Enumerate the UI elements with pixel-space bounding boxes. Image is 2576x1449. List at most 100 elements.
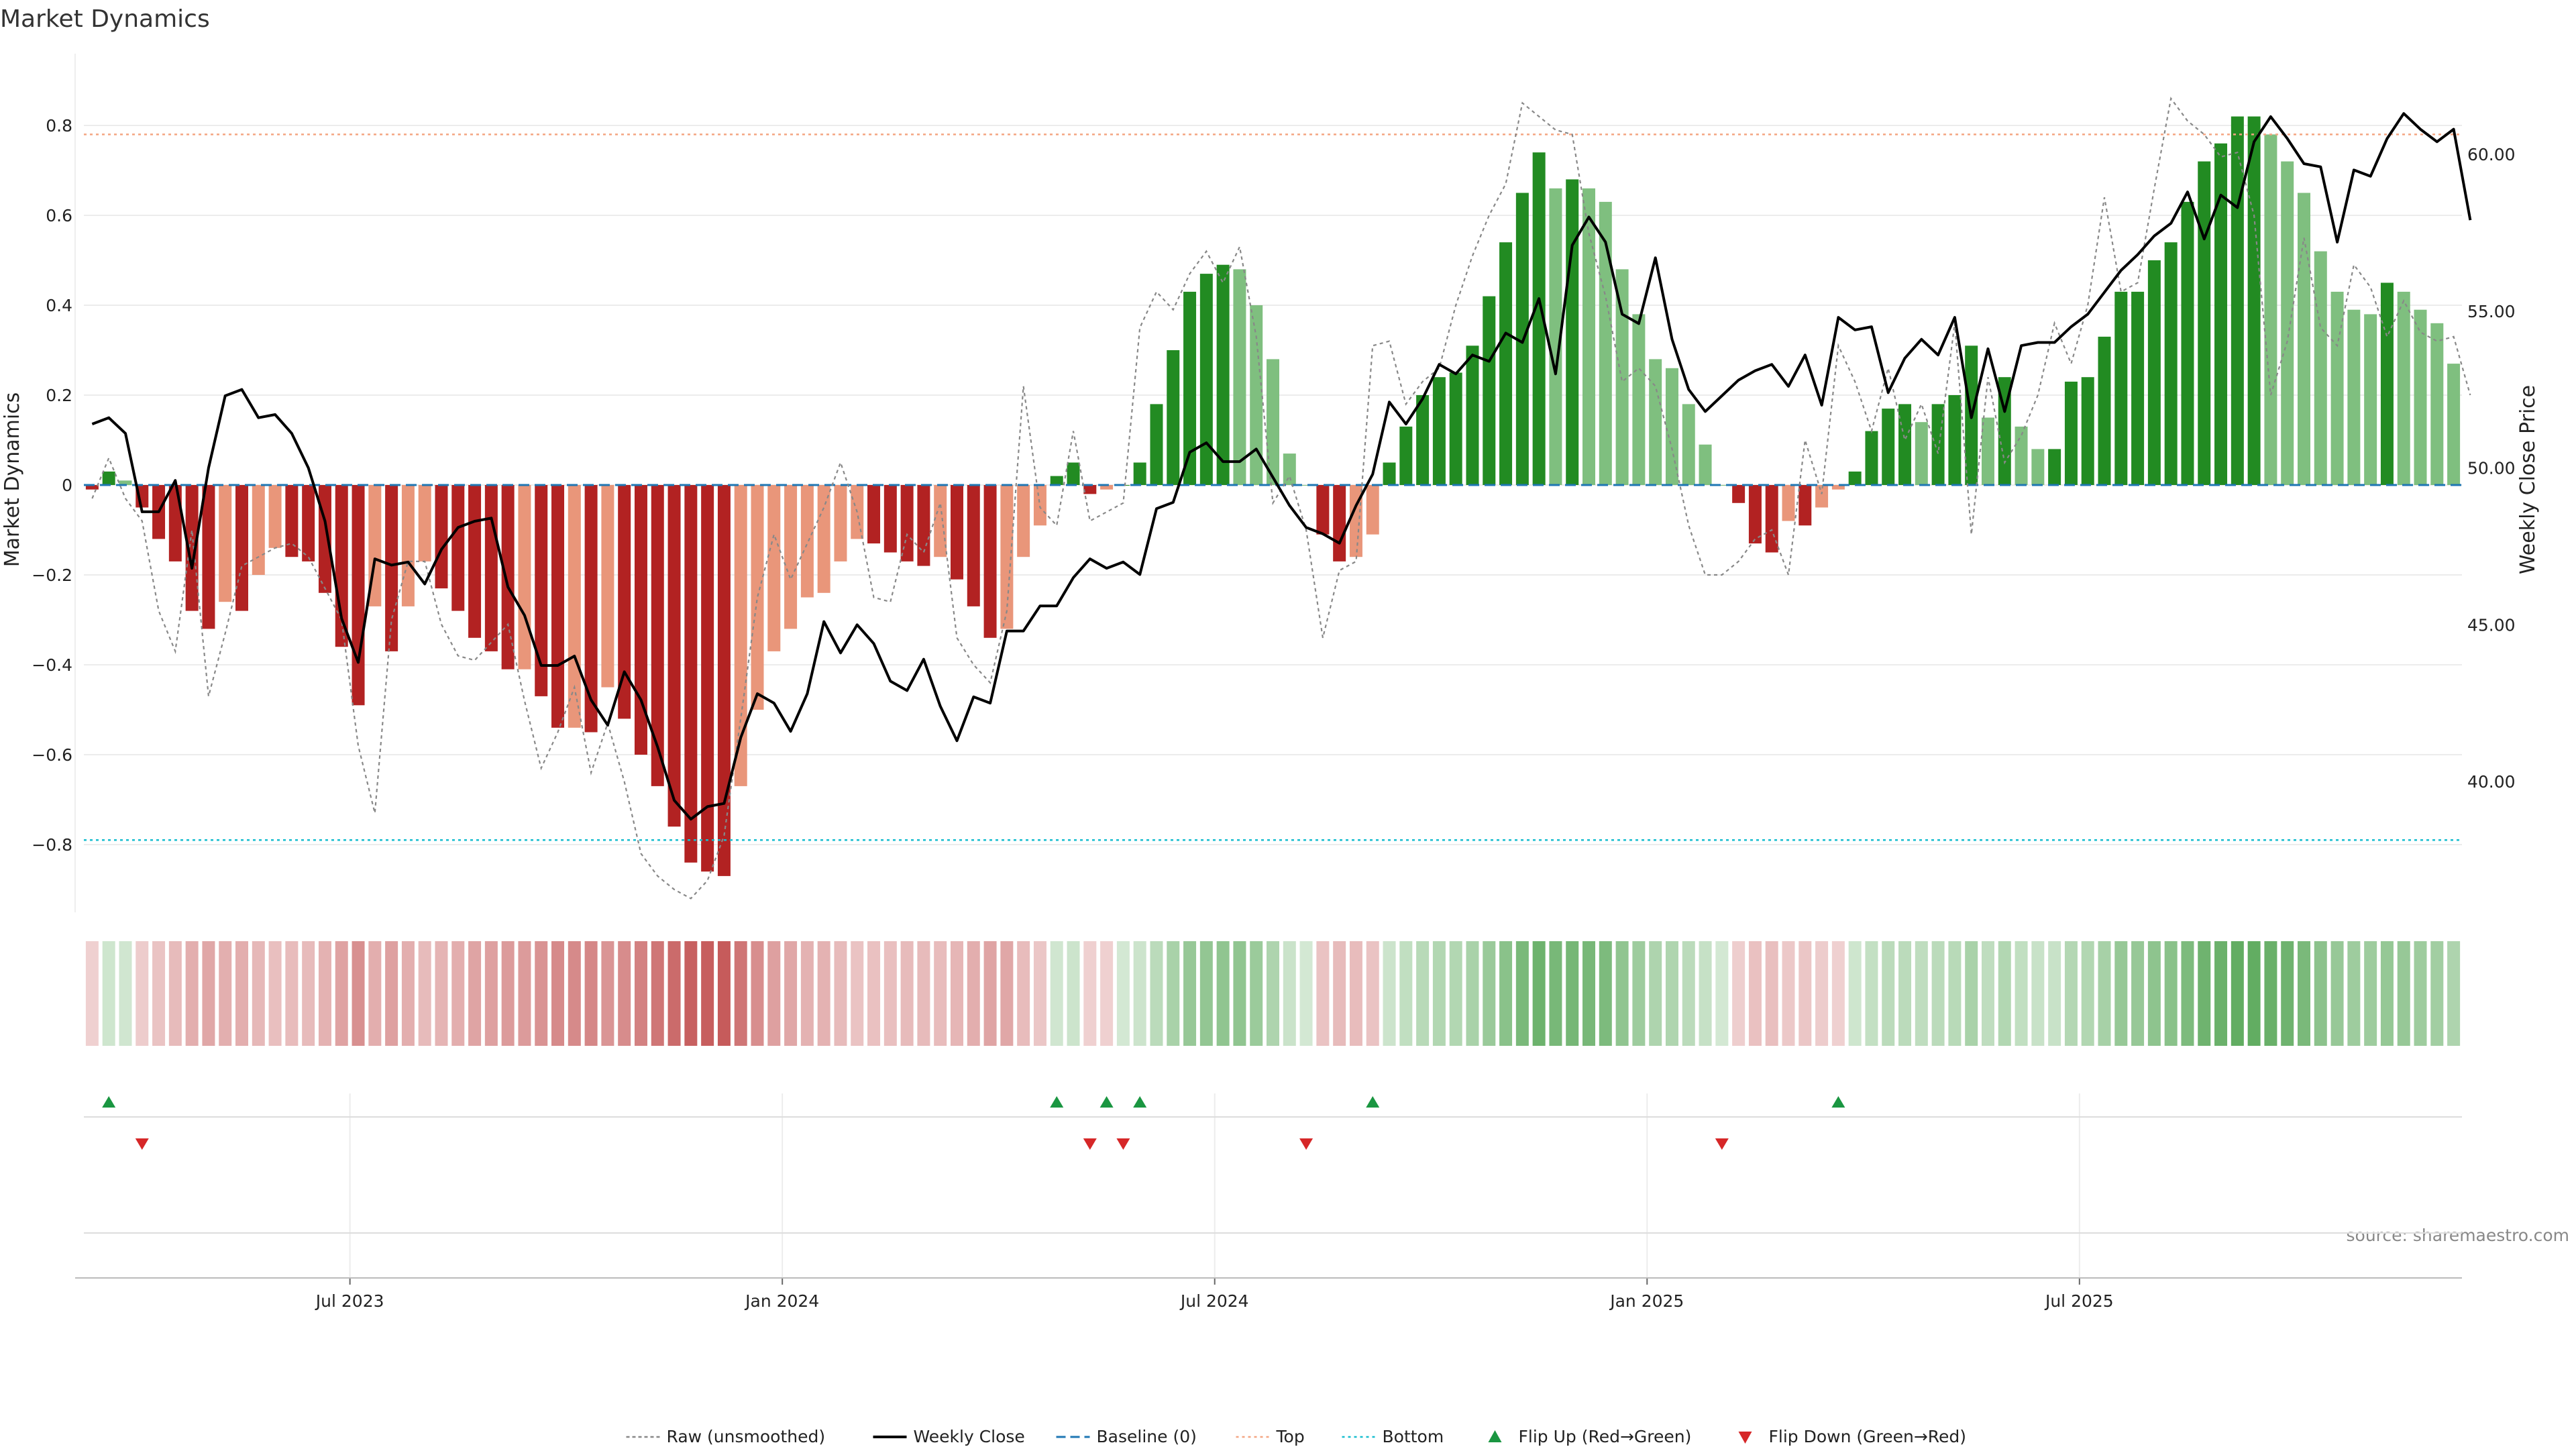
heat-cell [651,941,664,1046]
md-bar [285,485,299,557]
md-bar [1632,314,1646,485]
heat-cell [1283,941,1296,1046]
heat-cell [2264,941,2277,1046]
md-bar [2447,364,2461,485]
md-bar [917,485,930,566]
heat-cell [1782,941,1795,1046]
heat-cell [1931,941,1945,1046]
heat-cell [2330,941,2344,1046]
heat-cell [767,941,781,1046]
y-tick-label-left: −0.6 [32,745,72,765]
md-bar [418,485,431,561]
heat-cell [2064,941,2078,1046]
heat-cell [2048,941,2061,1046]
heat-cell [2147,941,2161,1046]
heat-cell [285,941,299,1046]
flip-up-marker [1050,1096,1064,1108]
heat-cell [1083,941,1097,1046]
md-bar [2297,193,2310,485]
heat-cell [1882,941,1895,1046]
heat-cell [1582,941,1596,1046]
heat-cell [1848,941,1862,1046]
md-bar [1915,422,1928,485]
y-tick-label-left: −0.2 [32,566,72,585]
heat-cell [1299,941,1313,1046]
md-bar [1366,485,1379,535]
md-bar [535,485,548,696]
legend-item-baseline: Baseline (0) [1056,1427,1197,1446]
heat-cell [1416,941,1430,1046]
md-bar [1150,404,1163,485]
md-bar [1267,359,1279,485]
heat-cell [335,941,348,1046]
heat-cell [1167,941,1180,1046]
heat-cell [1815,941,1829,1046]
heat-cell [1449,941,1462,1046]
md-bar [1981,417,1994,485]
legend-item-price: Weekly Close [873,1427,1025,1446]
heat-cell [1216,941,1230,1046]
heat-cell [1483,941,1496,1046]
heat-cell [152,941,166,1046]
heat-cell [2214,941,2228,1046]
heat-cell [917,941,930,1046]
md-bar [185,485,199,611]
x-tick-label: Jul 2025 [2044,1291,2114,1311]
heat-cell [983,941,997,1046]
md-bar [1133,462,1146,485]
heat-cell [1250,941,1263,1046]
md-bar [551,485,565,728]
x-tick-label: Jul 2023 [315,1291,384,1311]
y-tick-label-left: 0.2 [46,386,72,405]
md-bar [1748,485,1762,544]
heat-cell [867,941,881,1046]
md-bar [1432,377,1446,485]
md-bar [684,485,698,863]
heat-cell [1150,941,1163,1046]
heat-cell [2198,941,2211,1046]
md-bar [501,485,515,669]
md-bar [318,485,331,593]
y-tick-label-left: 0.8 [46,116,72,136]
heat-cell [934,941,947,1046]
heat-cell [484,941,498,1046]
heat-cell [784,941,798,1046]
y-tick-label-left: 0.4 [46,296,72,315]
heat-cell [1566,941,1579,1046]
md-bar [667,485,681,827]
md-bar [335,485,348,647]
heat-cell [551,941,565,1046]
md-bar [2015,426,2028,485]
md-bar [2181,201,2194,485]
heat-cell [1033,941,1046,1046]
md-bar [252,485,265,575]
flip-up-marker [1099,1096,1114,1108]
flip-up-marker [102,1096,116,1108]
md-bar [1017,485,1030,557]
y-tick-label-left: −0.4 [32,655,72,675]
md-bar [618,485,631,719]
flip-down-marker [1715,1138,1729,1150]
heat-cell [800,941,814,1046]
md-bar [1250,305,1263,485]
legend-item-top: Top [1236,1427,1305,1446]
md-bar [1898,404,1912,485]
md-bar [767,485,781,651]
md-bar [1931,404,1945,485]
legend-item-flipup: Flip Up (Red→Green) [1488,1427,1691,1446]
heat-cell [2314,941,2327,1046]
md-bar [701,485,714,872]
md-bar [468,485,482,638]
heat-cell [2231,941,2244,1046]
md-bar [1948,395,1962,485]
heat-cell [1017,941,1030,1046]
legend-label: Baseline (0) [1097,1427,1197,1446]
legend-item-flipdown: Flip Down (Green→Red) [1738,1427,1966,1446]
source-text: source: sharemaestro.com [2347,1226,2570,1245]
heat-cell [1100,941,1114,1046]
heat-cell [352,941,365,1046]
heat-cell [1499,941,1513,1046]
heat-cell [701,941,714,1046]
heat-cell [883,941,897,1046]
